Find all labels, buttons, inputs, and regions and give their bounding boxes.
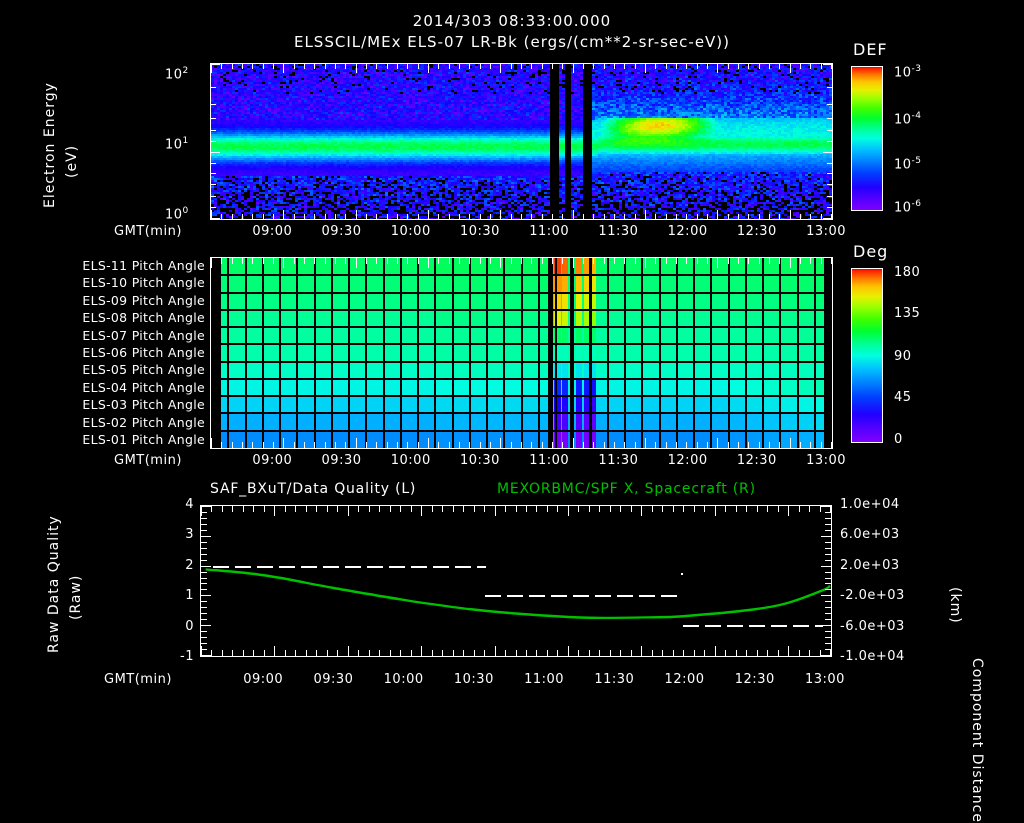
electron-energy-spectrogram-panel[interactable] [210, 63, 833, 220]
xtick-pitch-1300: 13:00 [806, 453, 847, 468]
page-title-dataset: ELSSCIL/MEx ELS-07 LR-Bk (ergs/(cm**2-sr… [293, 33, 731, 51]
xtick-bottom-1230: 12:30 [734, 672, 775, 687]
xtick-pitch-0930: 09:30 [321, 453, 362, 468]
def-tick-1e-5: 10-5 [894, 156, 922, 173]
def-tick-1e-4: 10-4 [894, 111, 922, 128]
pitch-row-label-02: ELS-02 Pitch Angle [82, 414, 205, 430]
bottom-right-ytick-1: 6.0e+03 [840, 527, 900, 543]
deg-tick-45: 45 [894, 390, 912, 405]
pitch-row-label-08: ELS-08 Pitch Angle [82, 310, 205, 326]
xtick-energy-0900: 09:00 [252, 224, 293, 239]
xtick-pitch-1030: 10:30 [459, 453, 500, 468]
xtick-bottom-0930: 09:30 [313, 672, 354, 687]
page-title-datetime: 2014/303 08:33:00.000 [412, 12, 612, 30]
energy-ytick-1: 100 [165, 206, 189, 223]
energy-axis-label-line1: Electron Energy [42, 82, 58, 208]
raw-quality-axis-label-line2: (Raw) [68, 574, 84, 620]
xtick-bottom-1300: 13:00 [804, 672, 845, 687]
bottom-right-ytick-4: -6.0e+03 [840, 618, 905, 634]
raw-quality-axis-label-line1: Raw Data Quality [46, 515, 62, 653]
energy-ytick-10: 101 [165, 136, 189, 153]
bottom-left-ytick-3: 3 [185, 527, 194, 543]
xtick-energy-1030: 10:30 [459, 224, 500, 239]
deg-colorbar [851, 268, 883, 443]
pitch-xaxis-label: GMT(min) [114, 453, 182, 468]
bottom-right-ytick-0: 1.0e+04 [840, 497, 900, 512]
xtick-energy-0930: 09:30 [321, 224, 362, 239]
bottom-left-ytick-1: 1 [185, 588, 194, 604]
deg-colorbar-title: Deg [853, 242, 889, 261]
spectrogram-canvas [211, 64, 832, 219]
def-tick-1e-3: 10-3 [894, 64, 922, 81]
bottom-right-ytick-2: 2.0e+03 [840, 557, 900, 573]
def-colorbar-title: DEF [853, 40, 888, 59]
bottom-panel-header-left: SAF_BXuT/Data Quality (L) [210, 481, 417, 497]
pitch-row-label-05: ELS-05 Pitch Angle [82, 362, 205, 378]
energy-ytick-100: 102 [165, 66, 189, 83]
xtick-pitch-1200: 12:00 [667, 453, 708, 468]
pitch-row-label-09: ELS-09 Pitch Angle [82, 292, 205, 308]
bottom-left-ytick-neg1: -1 [180, 649, 194, 664]
deg-tick-180: 180 [894, 265, 921, 280]
pitch-row-label-03: ELS-03 Pitch Angle [82, 397, 205, 413]
bottom-left-ytick-0: 0 [185, 618, 194, 634]
deg-tick-135: 135 [894, 306, 921, 321]
component-distance-axis-label-line2: (km) [947, 587, 963, 624]
bottom-left-ytick-4: 4 [185, 497, 194, 512]
xtick-energy-1130: 11:30 [598, 224, 639, 239]
xtick-energy-1300: 13:00 [806, 224, 847, 239]
xtick-pitch-1000: 10:00 [390, 453, 431, 468]
bottom-left-ytick-2: 2 [185, 557, 194, 573]
xtick-energy-1200: 12:00 [667, 224, 708, 239]
pitch-row-label-10: ELS-10 Pitch Angle [82, 275, 205, 291]
bottom-xaxis-label: GMT(min) [104, 672, 172, 687]
pitch-row-label-04: ELS-04 Pitch Angle [82, 379, 205, 395]
xtick-pitch-1130: 11:30 [598, 453, 639, 468]
xtick-energy-1230: 12:30 [736, 224, 777, 239]
pitch-row-label-11: ELS-11 Pitch Angle [82, 257, 205, 273]
energy-xaxis-label: GMT(min) [114, 224, 182, 239]
data-quality-distance-panel[interactable] [200, 505, 832, 657]
pitch-row-label-01: ELS-01 Pitch Angle [82, 432, 205, 448]
def-colorbar [851, 66, 883, 211]
def-tick-1e-6: 10-6 [894, 199, 922, 216]
component-distance-axis-label-line1: Component Distance [969, 658, 985, 823]
pitch-angle-canvas [211, 258, 832, 448]
xtick-bottom-0900: 09:00 [243, 672, 284, 687]
line-plot-canvas [201, 506, 831, 656]
xtick-pitch-1230: 12:30 [736, 453, 777, 468]
bottom-right-ytick-5: -1.0e+04 [840, 649, 905, 664]
xtick-energy-1000: 10:00 [390, 224, 431, 239]
bottom-panel-header-right: MEXORBMC/SPF X, Spacecraft (R) [497, 481, 756, 497]
energy-axis-label-line2: (eV) [64, 144, 80, 178]
xtick-bottom-1030: 10:30 [453, 672, 494, 687]
bottom-right-ytick-3: -2.0e+03 [840, 588, 905, 604]
xtick-pitch-0900: 09:00 [252, 453, 293, 468]
xtick-energy-1100: 11:00 [529, 224, 570, 239]
deg-tick-0: 0 [894, 432, 903, 447]
xtick-bottom-1100: 11:00 [524, 672, 565, 687]
pitch-angle-panel[interactable] [210, 257, 833, 449]
xtick-bottom-1200: 12:00 [664, 672, 705, 687]
pitch-row-label-07: ELS-07 Pitch Angle [82, 327, 205, 343]
pitch-row-label-06: ELS-06 Pitch Angle [82, 345, 205, 360]
xtick-pitch-1100: 11:00 [529, 453, 570, 468]
deg-tick-90: 90 [894, 349, 912, 364]
xtick-bottom-1130: 11:30 [594, 672, 635, 687]
xtick-bottom-1000: 10:00 [383, 672, 424, 687]
